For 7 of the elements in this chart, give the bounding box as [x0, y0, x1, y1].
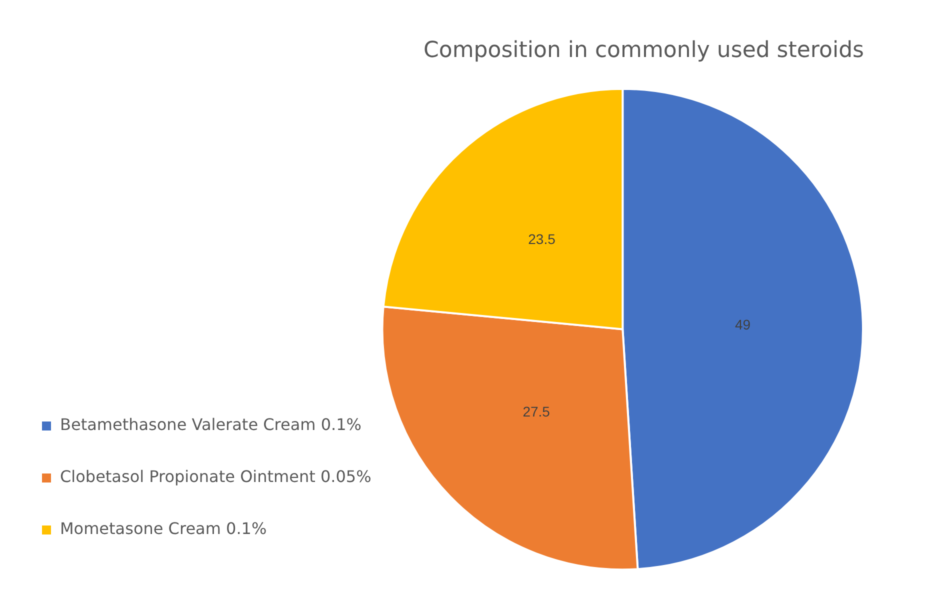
data-label: 23.5 — [528, 231, 556, 248]
data-label: 49 — [734, 316, 751, 332]
legend-label: Betamethasone Valerate Cream 0.1% — [60, 415, 362, 434]
legend-label: Mometasone Cream 0.1% — [60, 519, 267, 538]
chart-title: Composition in commonly used steroids — [424, 38, 864, 63]
data-label: 27.5 — [522, 404, 550, 420]
legend-label: Clobetasol Propionate Ointment 0.05% — [60, 467, 372, 486]
